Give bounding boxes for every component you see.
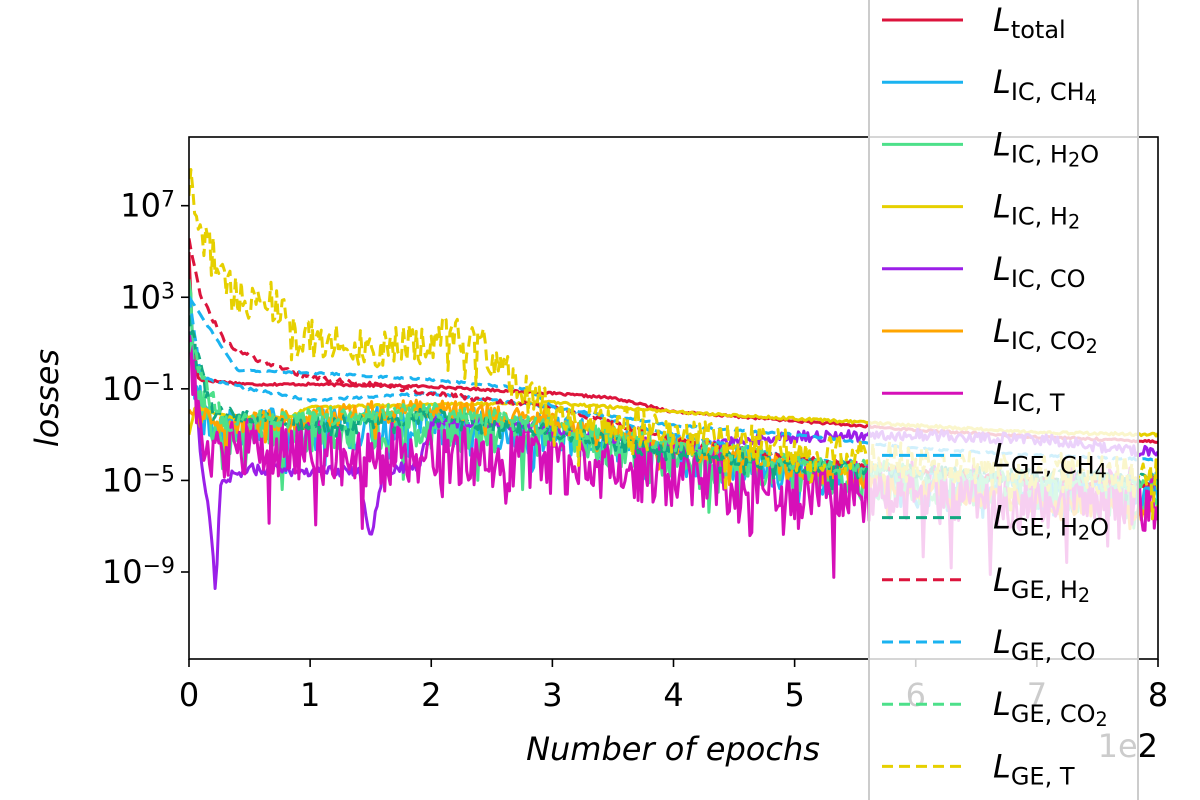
legend-label: Ltotal	[993, 1, 1066, 44]
x-tick-label: 2	[421, 676, 441, 714]
x-tick-label: 4	[663, 676, 683, 714]
x-axis-label: Number of epochs	[526, 730, 820, 768]
y-tick-label: 10−1	[102, 370, 175, 408]
x-tick-label: 0	[179, 676, 199, 714]
x-tick-label: 3	[542, 676, 562, 714]
x-axis: 012345678	[179, 659, 1168, 714]
x-tick-label: 5	[784, 676, 804, 714]
legend-label: LGE, H2	[993, 561, 1090, 607]
legend-label: LGE, CH4	[993, 436, 1107, 482]
x-tick-label: 1	[300, 676, 320, 714]
legend-label: LGE, T	[993, 747, 1075, 790]
y-tick-label: 103	[120, 278, 175, 316]
x-tick-label: 8	[1148, 676, 1168, 714]
legend-label: LGE, CO	[993, 623, 1096, 666]
legend-label: LGE, H2O	[993, 499, 1109, 545]
legend-label: LIC, CO2	[993, 312, 1098, 358]
legend-label: LIC, CO	[993, 250, 1086, 293]
y-axis: 107 103 10−1 10−5 10−9	[102, 187, 189, 591]
y-tick-label: 10−5	[102, 461, 175, 499]
y-axis-label: losses	[28, 349, 66, 447]
legend-label: LIC, CH4	[993, 63, 1097, 109]
series-line	[189, 295, 1158, 462]
y-tick-label: 107	[120, 187, 175, 225]
series-line	[189, 168, 1158, 521]
legend-label: LGE, CO2	[993, 685, 1108, 731]
legend-label: LIC, H2O	[993, 125, 1099, 171]
legend-label: LIC, T	[993, 374, 1065, 417]
legend-box	[868, 0, 1139, 800]
y-tick-label: 10−9	[102, 553, 175, 591]
